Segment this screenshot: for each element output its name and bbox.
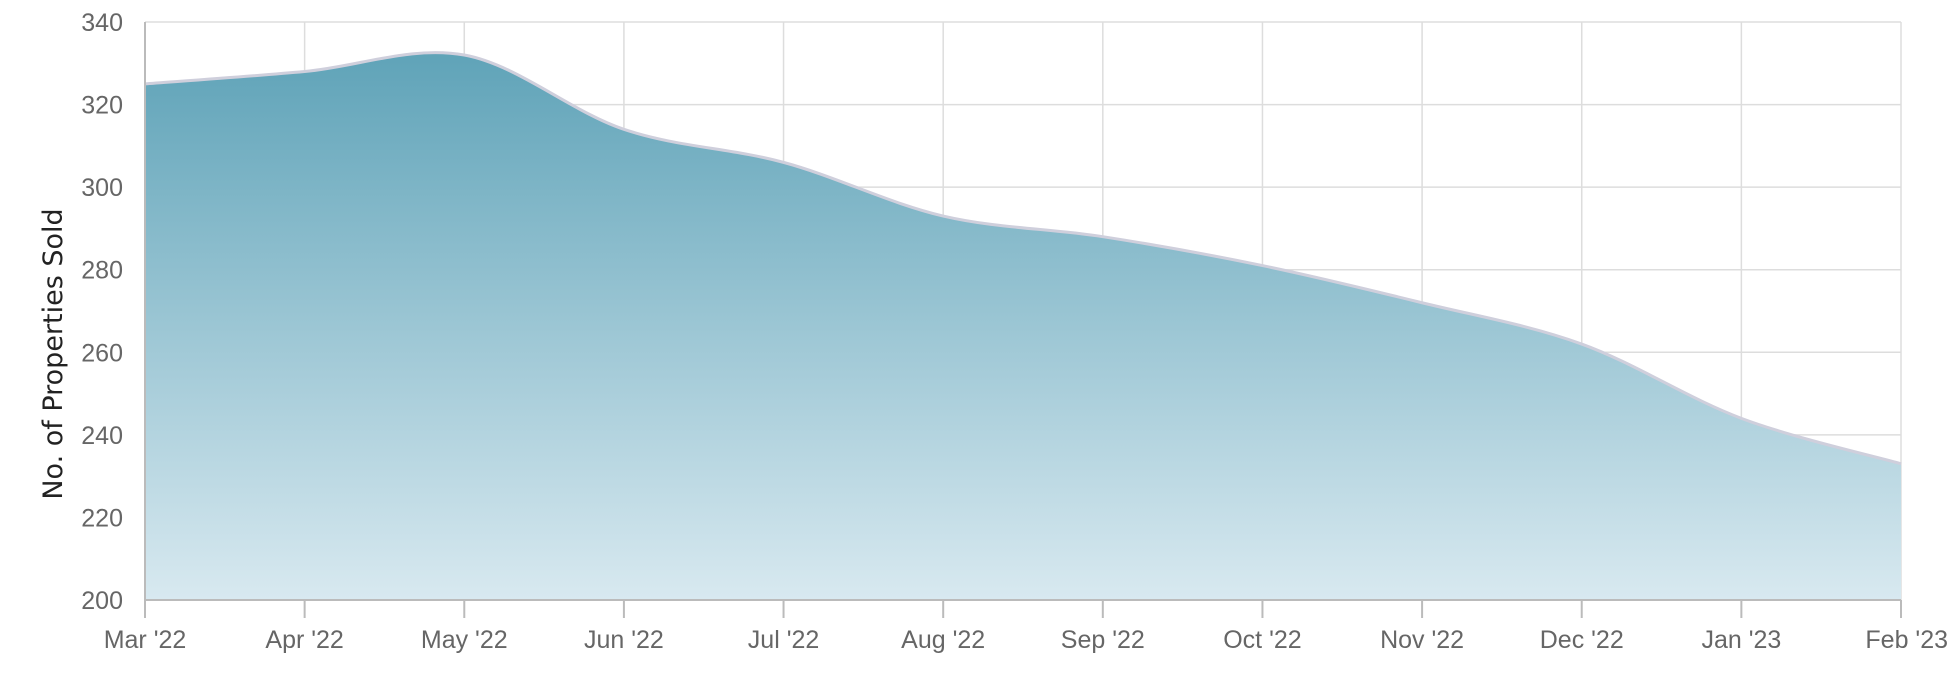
x-tick-label: Nov '22 [1380,626,1464,654]
y-tick-label: 340 [81,9,123,37]
x-tick-label: May '22 [421,626,508,654]
y-tick-label: 280 [81,257,123,285]
y-tick-label: 240 [81,422,123,450]
y-tick-label: 320 [81,92,123,120]
area-fill [145,52,1901,600]
x-tick-label: Sep '22 [1061,626,1145,654]
y-axis-title: No. of Properties Sold [38,208,69,499]
y-tick-label: 200 [81,587,123,615]
axes [144,22,1902,618]
x-tick-label: Aug '22 [901,626,985,654]
x-tick-label: Oct '22 [1223,626,1301,654]
y-tick-label: 300 [81,174,123,202]
x-tick-label: Dec '22 [1540,626,1624,654]
y-tick-label: 260 [81,339,123,367]
x-tick-label: Jun '22 [584,626,664,654]
x-tick-label: Feb '23 [1865,626,1948,654]
x-tick-label: Apr '22 [265,626,343,654]
y-tick-labels: 200 220 240 260 280 300 320 340 [81,9,123,615]
area-series [144,51,1902,600]
x-tick-label: Jul '22 [748,626,819,654]
y-tick-label: 220 [81,504,123,532]
x-tick-label: Mar '22 [104,626,187,654]
x-tick-label: Jan '23 [1701,626,1781,654]
x-tick-labels: Mar '22 Apr '22 May '22 Jun '22 Jul '22 Aug '… [104,626,1948,654]
series-line [144,51,1902,466]
